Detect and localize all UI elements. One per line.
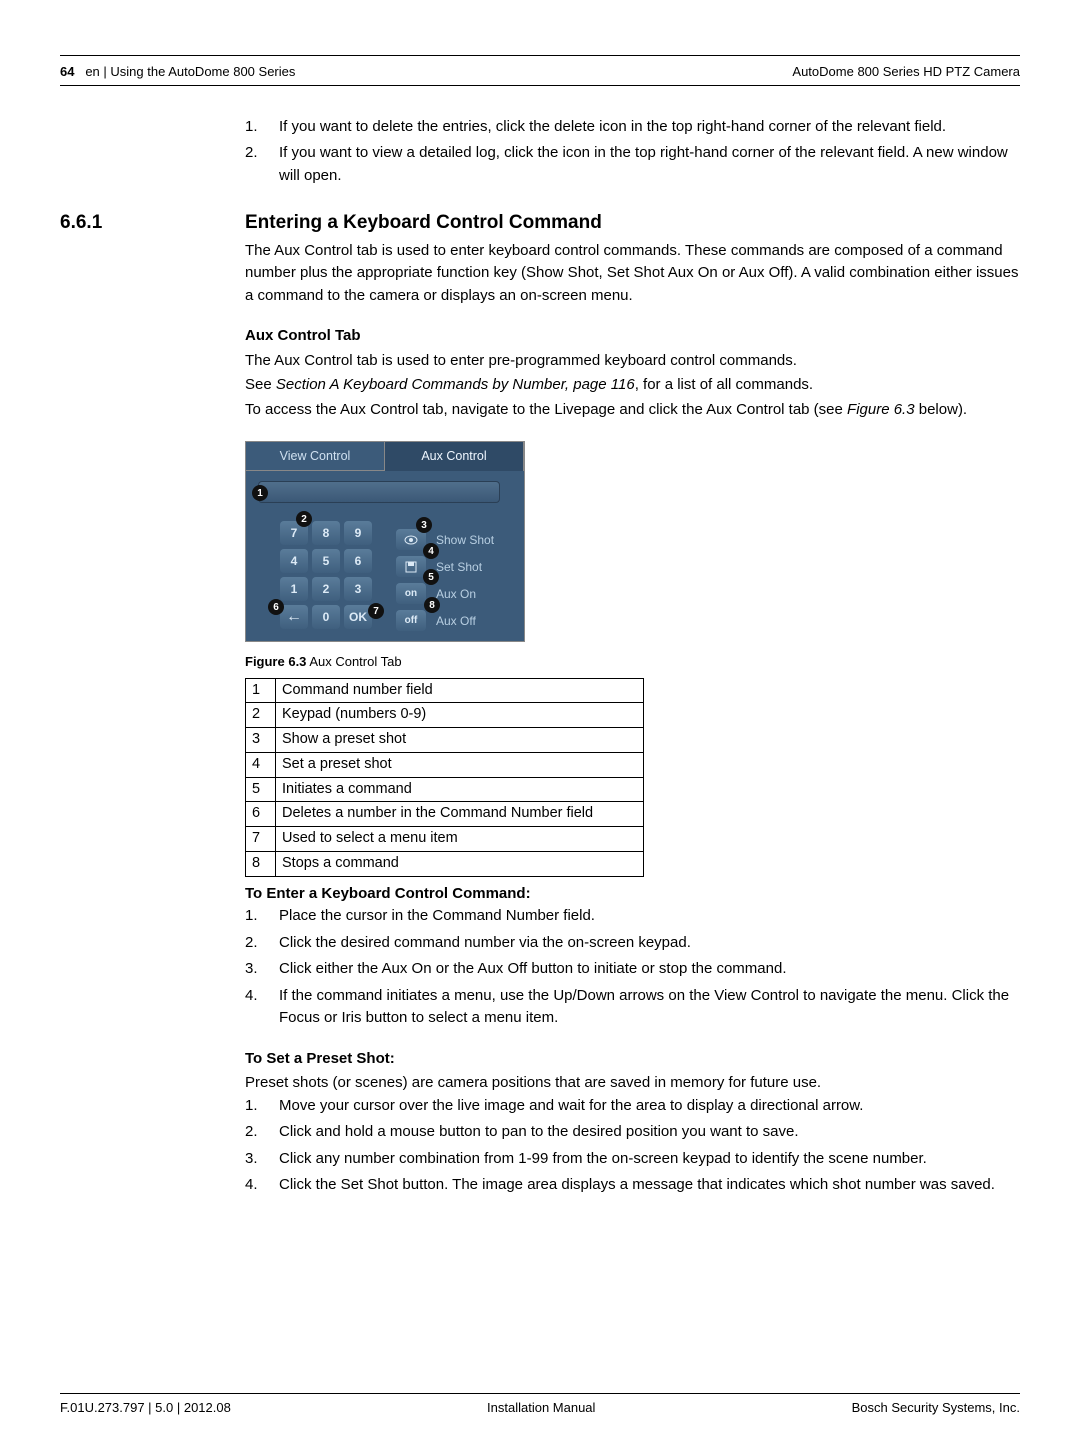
keypad-3[interactable]: 3 [344, 577, 372, 601]
table-cell: Deletes a number in the Command Number f… [276, 802, 644, 827]
footer-right: Bosch Security Systems, Inc. [852, 1398, 1020, 1418]
page-number: 64 [60, 64, 74, 79]
eye-icon [404, 535, 418, 545]
table-cell: Stops a command [276, 851, 644, 876]
header-right: AutoDome 800 Series HD PTZ Camera [792, 62, 1020, 82]
table-cell: 8 [246, 851, 276, 876]
table-cell: 3 [246, 728, 276, 753]
aux-control-figure: View Control Aux Control 7 8 9 4 5 6 1 2… [245, 441, 525, 642]
list-text: Click the desired command number via the… [279, 932, 1020, 955]
list-text: Place the cursor in the Command Number f… [279, 905, 1020, 928]
table-cell: 5 [246, 777, 276, 802]
table-cell: 2 [246, 703, 276, 728]
aux-paragraph-3: To access the Aux Control tab, navigate … [245, 399, 1020, 422]
list-text: Click the Set Shot button. The image are… [279, 1174, 1020, 1197]
marker-7: 7 [368, 603, 384, 619]
tab-aux-control[interactable]: Aux Control [384, 442, 524, 471]
marker-1: 1 [252, 485, 268, 501]
table-cell: 6 [246, 802, 276, 827]
keypad-back[interactable]: ← [280, 605, 308, 629]
table-cell: 7 [246, 827, 276, 852]
table-cell: Initiates a command [276, 777, 644, 802]
keypad-6[interactable]: 6 [344, 549, 372, 573]
aux-control-heading: Aux Control Tab [245, 325, 1020, 348]
text: , for a list of all commands. [635, 376, 813, 393]
keypad-5[interactable]: 5 [312, 549, 340, 573]
list-number: 2. [245, 142, 279, 187]
table-cell: 4 [246, 752, 276, 777]
text: below). [915, 401, 968, 418]
marker-3: 3 [416, 517, 432, 533]
footer-center: Installation Manual [487, 1398, 595, 1418]
keypad-1[interactable]: 1 [280, 577, 308, 601]
section-number: 6.6.1 [60, 209, 245, 238]
marker-5: 5 [423, 569, 439, 585]
list-number: 3. [245, 1148, 279, 1171]
header-left-text: en | Using the AutoDome 800 Series [85, 64, 295, 79]
keypad-8[interactable]: 8 [312, 521, 340, 545]
table-cell: Command number field [276, 678, 644, 703]
text: To access the Aux Control tab, navigate … [245, 401, 847, 418]
aux-off-button[interactable]: off [396, 610, 426, 631]
list-text: Click and hold a mouse button to pan to … [279, 1121, 1020, 1144]
keypad-9[interactable]: 9 [344, 521, 372, 545]
figure-reference: Figure 6.3 [847, 401, 915, 418]
page-header: 64 en | Using the AutoDome 800 Series Au… [60, 59, 1020, 85]
list-number: 1. [245, 116, 279, 139]
figure-caption: Figure 6.3 Aux Control Tab [245, 652, 1020, 672]
preset-heading: To Set a Preset Shot: [245, 1048, 1020, 1071]
list-number: 3. [245, 958, 279, 981]
section-paragraph: The Aux Control tab is used to enter key… [245, 240, 1020, 308]
section-heading: 6.6.1 Entering a Keyboard Control Comman… [60, 209, 1020, 238]
marker-6: 6 [268, 599, 284, 615]
keypad-4[interactable]: 4 [280, 549, 308, 573]
tab-view-control[interactable]: View Control [246, 442, 384, 471]
keypad-2[interactable]: 2 [312, 577, 340, 601]
set-shot-label: Set Shot [436, 558, 482, 576]
list-number: 4. [245, 985, 279, 1030]
aux-paragraph-2: See Section A Keyboard Commands by Numbe… [245, 374, 1020, 397]
preset-intro: Preset shots (or scenes) are camera posi… [245, 1072, 1020, 1095]
figure-number: Figure 6.3 [245, 654, 306, 669]
command-number-field[interactable] [258, 481, 500, 503]
list-text: Click any number combination from 1-99 f… [279, 1148, 1020, 1171]
table-cell: Keypad (numbers 0-9) [276, 703, 644, 728]
aux-paragraph-1: The Aux Control tab is used to enter pre… [245, 350, 1020, 373]
table-cell: 1 [246, 678, 276, 703]
table-cell: Show a preset shot [276, 728, 644, 753]
header-left [74, 64, 85, 79]
list-number: 1. [245, 1095, 279, 1118]
table-cell: Set a preset shot [276, 752, 644, 777]
list-text: If you want to delete the entries, click… [279, 116, 1020, 139]
list-number: 2. [245, 932, 279, 955]
aux-on-label: Aux On [436, 585, 476, 603]
list-text: Click either the Aux On or the Aux Off b… [279, 958, 1020, 981]
show-shot-label: Show Shot [436, 531, 494, 549]
enter-command-heading: To Enter a Keyboard Control Command: [245, 883, 1020, 906]
page-footer: F.01U.273.797 | 5.0 | 2012.08 Installati… [60, 1393, 1020, 1418]
marker-4: 4 [423, 543, 439, 559]
keypad-0[interactable]: 0 [312, 605, 340, 629]
disk-icon [405, 561, 417, 573]
list-number: 1. [245, 905, 279, 928]
text: See [245, 376, 276, 393]
marker-8: 8 [424, 597, 440, 613]
description-table: 1Command number field 2Keypad (numbers 0… [245, 678, 644, 877]
keypad: 7 8 9 4 5 6 1 2 3 ← 0 OK [280, 521, 372, 629]
aux-on-button[interactable]: on [396, 583, 426, 604]
marker-2: 2 [296, 511, 312, 527]
table-cell: Used to select a menu item [276, 827, 644, 852]
list-text: Move your cursor over the live image and… [279, 1095, 1020, 1118]
list-number: 4. [245, 1174, 279, 1197]
aux-off-label: Aux Off [436, 612, 476, 630]
set-shot-button[interactable] [396, 556, 426, 577]
list-text: If you want to view a detailed log, clic… [279, 142, 1020, 187]
section-title: Entering a Keyboard Control Command [245, 209, 602, 238]
intro-list: 1.If you want to delete the entries, cli… [245, 116, 1020, 188]
list-number: 2. [245, 1121, 279, 1144]
reference-link: Section A Keyboard Commands by Number, p… [276, 376, 635, 393]
footer-left: F.01U.273.797 | 5.0 | 2012.08 [60, 1398, 231, 1418]
figure-title: Aux Control Tab [306, 654, 401, 669]
list-text: If the command initiates a menu, use the… [279, 985, 1020, 1030]
